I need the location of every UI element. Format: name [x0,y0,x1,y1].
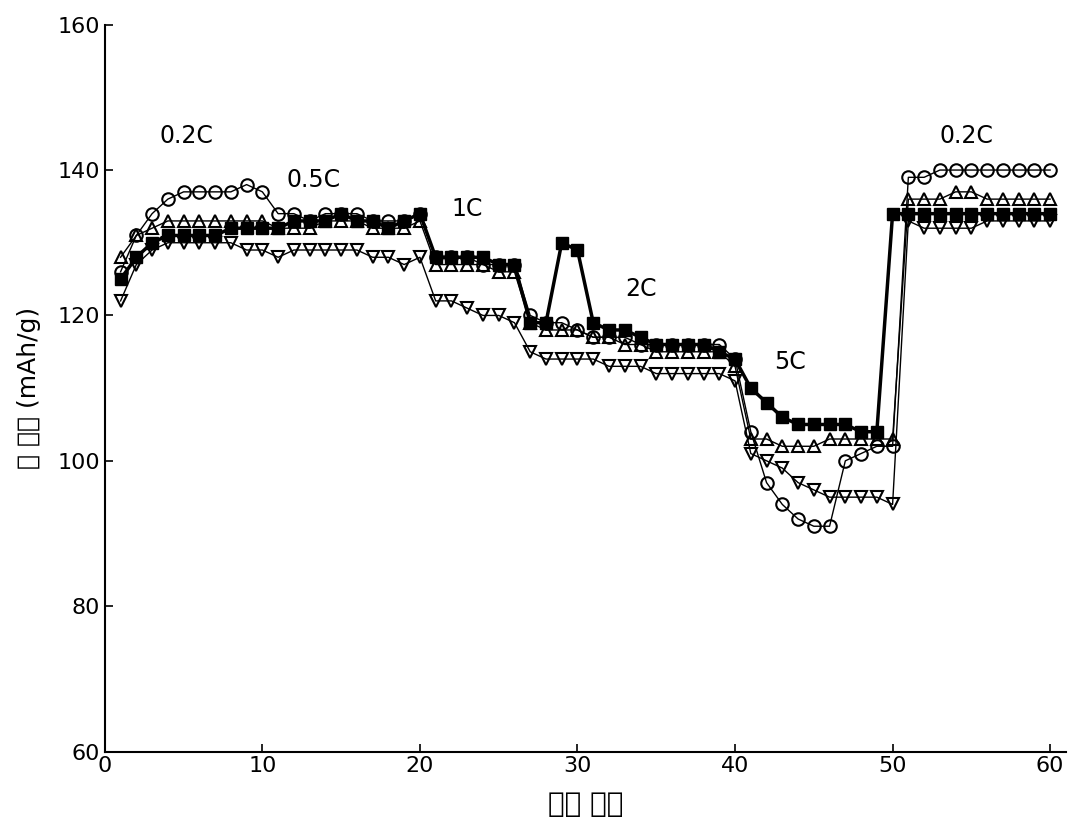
Text: 0.2C: 0.2C [160,124,213,149]
Text: 1C: 1C [452,197,483,221]
Text: 2C: 2C [625,277,656,301]
X-axis label: 循环 次数: 循环 次数 [548,791,623,818]
Y-axis label: 比 容量 (mAh/g): 比 容量 (mAh/g) [16,307,41,469]
Text: 0.5C: 0.5C [286,168,340,192]
Text: 0.2C: 0.2C [940,124,994,149]
Text: 5C: 5C [774,350,806,373]
